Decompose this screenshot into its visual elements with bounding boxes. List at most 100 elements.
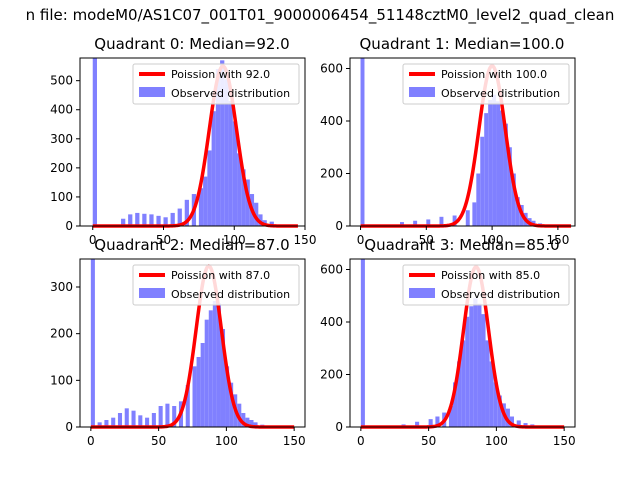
histogram-bar bbox=[269, 221, 274, 226]
histogram-bar bbox=[97, 422, 102, 427]
histogram-bar bbox=[228, 101, 233, 226]
axes-frame bbox=[349, 258, 576, 428]
histogram-bar bbox=[516, 420, 521, 427]
legend-frame bbox=[132, 264, 300, 306]
histogram-bar bbox=[135, 212, 140, 226]
histogram-bar bbox=[488, 100, 493, 226]
histogram-bar bbox=[192, 366, 197, 427]
histogram-bar bbox=[435, 416, 440, 427]
histogram-bar bbox=[507, 147, 512, 226]
histogram-bar bbox=[477, 303, 482, 428]
x-tick-label: 100 bbox=[481, 233, 504, 247]
histogram-bar bbox=[493, 382, 498, 428]
x-tick-label: 150 bbox=[294, 233, 317, 247]
quadrant-3-title: Quadrant 3: Median=85.0 bbox=[364, 236, 559, 254]
histogram-bar bbox=[448, 406, 454, 427]
quadrant-1-title: Quadrant 1: Median=100.0 bbox=[360, 35, 565, 53]
histogram-bar bbox=[117, 413, 123, 427]
x-tick-label: 50 bbox=[421, 434, 436, 448]
histogram-bar bbox=[457, 361, 462, 428]
histogram-bar bbox=[220, 60, 225, 226]
histogram-bar bbox=[232, 121, 238, 226]
histogram-bar bbox=[212, 301, 217, 427]
figure-suptitle: n file: modeM0/AS1C07_001T01_9000006454_… bbox=[26, 6, 615, 25]
x-tick-label: 100 bbox=[223, 233, 246, 247]
legend-fit-label: Poission with 92.0 bbox=[171, 68, 270, 81]
histogram-bar bbox=[245, 179, 250, 226]
quadrant-3-panel: Quadrant 3: Median=85.0 0 50 100 150 0 200 400… bbox=[320, 236, 576, 448]
y-tick-label: 200 bbox=[320, 368, 343, 382]
histogram-bar bbox=[465, 210, 470, 226]
histogram-bar bbox=[453, 382, 458, 428]
x-tick-label: 50 bbox=[419, 233, 434, 247]
histogram-bar bbox=[90, 259, 95, 427]
legend-hist-swatch bbox=[409, 87, 435, 97]
histogram-bar bbox=[360, 58, 365, 226]
quadrant-2-panel: Quadrant 2: Median=87.0 0 50 100 150 0 100 200… bbox=[50, 236, 306, 448]
quadrant-2-legend: Poission with 87.0 Observed distribution bbox=[132, 264, 300, 306]
histogram-bar bbox=[360, 259, 365, 427]
histogram-bar bbox=[138, 415, 143, 427]
x-tick-label: 100 bbox=[215, 434, 238, 448]
histogram-bar bbox=[249, 420, 254, 427]
histogram-bar bbox=[207, 150, 212, 226]
histogram-bar bbox=[156, 215, 161, 226]
histogram-bar bbox=[224, 79, 229, 226]
histogram-bar bbox=[503, 123, 508, 227]
x-tick-label: 50 bbox=[156, 233, 171, 247]
histogram-bar bbox=[258, 214, 263, 226]
histogram-bar bbox=[426, 219, 431, 226]
legend-fit-label: Poission with 87.0 bbox=[171, 269, 270, 282]
legend-frame bbox=[402, 264, 570, 306]
histogram-bar bbox=[124, 408, 129, 427]
histogram-bar bbox=[439, 216, 444, 226]
x-tick-label: 0 bbox=[357, 233, 365, 247]
histogram-bar bbox=[496, 101, 500, 226]
histogram-bar bbox=[111, 417, 116, 427]
y-tick-label: 0 bbox=[65, 219, 73, 233]
histogram-bar bbox=[172, 406, 177, 427]
histogram-bar bbox=[509, 416, 515, 427]
histogram-bar bbox=[211, 111, 216, 226]
histogram-bar bbox=[465, 316, 470, 427]
axes-frame bbox=[349, 57, 576, 227]
y-tick-label: 100 bbox=[50, 190, 73, 204]
y-tick-label: 600 bbox=[320, 62, 343, 76]
y-tick-label: 500 bbox=[50, 74, 73, 88]
histogram-bar bbox=[472, 202, 477, 227]
quadrant-0-title: Quadrant 0: Median=92.0 bbox=[94, 35, 289, 53]
histogram-bar bbox=[149, 214, 154, 226]
histogram-bar bbox=[165, 403, 170, 427]
x-tick-label: 0 bbox=[87, 434, 95, 448]
histogram-bar bbox=[241, 169, 246, 226]
histogram-bar bbox=[203, 176, 208, 226]
histogram-bar bbox=[158, 406, 163, 427]
legend-hist-swatch bbox=[409, 288, 435, 298]
histogram-bar bbox=[208, 310, 213, 427]
legend-hist-label: Observed distribution bbox=[171, 288, 290, 301]
histogram-bar bbox=[104, 420, 109, 427]
histogram-bar bbox=[492, 94, 497, 226]
y-tick-label: 200 bbox=[320, 167, 343, 181]
histogram-bar bbox=[415, 421, 420, 427]
x-tick-label: 50 bbox=[151, 434, 166, 448]
y-tick-label: 600 bbox=[320, 263, 343, 277]
legend-hist-label: Observed distribution bbox=[441, 288, 560, 301]
axes-frame bbox=[79, 57, 306, 227]
histogram-bar bbox=[145, 417, 150, 427]
quadrant-0-panel: Quadrant 0: Median=92.0 0 50 100 150 0 100 200… bbox=[50, 35, 316, 247]
histogram-bar bbox=[177, 208, 182, 226]
histogram-bar bbox=[220, 329, 226, 427]
histogram-bar bbox=[254, 202, 259, 226]
legend-hist-label: Observed distribution bbox=[171, 87, 290, 100]
histogram-bar bbox=[151, 413, 156, 427]
histogram-bar bbox=[497, 395, 502, 427]
legend-hist-swatch bbox=[139, 87, 165, 97]
histogram-bar bbox=[452, 215, 457, 226]
x-tick-label: 0 bbox=[357, 434, 365, 448]
histogram-bar bbox=[253, 422, 258, 427]
histogram-bar bbox=[461, 340, 466, 428]
x-tick-label: 100 bbox=[485, 434, 508, 448]
y-tick-label: 300 bbox=[50, 280, 73, 294]
